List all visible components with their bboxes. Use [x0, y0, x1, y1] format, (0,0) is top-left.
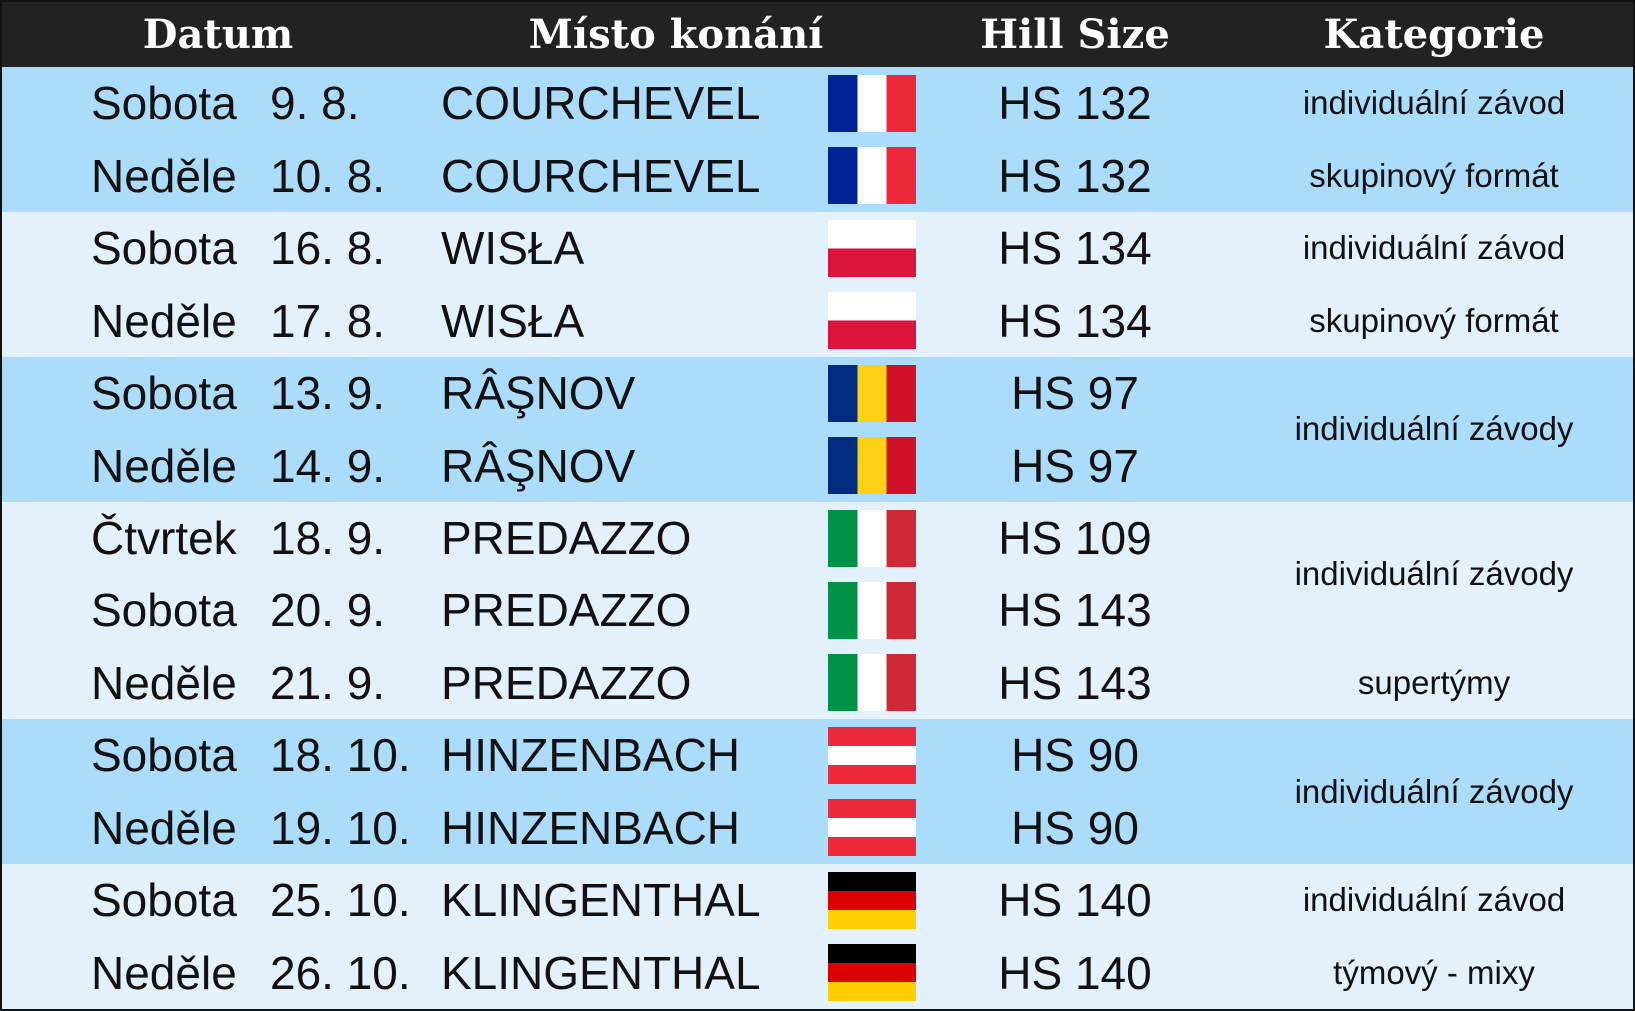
date: 17. 8. [270, 294, 386, 347]
venue: PREDAZZO [441, 512, 692, 564]
category: individuální závody [1294, 555, 1574, 593]
date: 13. 9. [270, 367, 386, 420]
row-group [2, 356, 1633, 502]
row-group [2, 501, 1633, 720]
category: skupinový formát [1309, 301, 1559, 339]
date: 20. 9. [270, 584, 386, 637]
venue: WISŁA [441, 222, 585, 275]
hill-size: HS 132 [998, 77, 1152, 130]
hill-size: HS 90 [1011, 729, 1139, 782]
date: 18. 10. [270, 729, 411, 782]
day: Sobota [91, 367, 237, 420]
date: 18. 9. [270, 512, 386, 564]
day: Sobota [91, 77, 237, 130]
flag [828, 581, 916, 639]
hill-size: HS 143 [998, 584, 1152, 637]
hill-size: HS 134 [998, 294, 1152, 347]
venue: PREDAZZO [441, 584, 692, 637]
row-group [2, 211, 1633, 357]
venue: RÂŞNOV [441, 439, 636, 492]
hill-size: HS 140 [998, 874, 1152, 927]
day: Neděle [91, 656, 237, 709]
venue: COURCHEVEL [441, 149, 761, 202]
day: Sobota [91, 874, 237, 927]
row-group [2, 719, 1633, 865]
hill-size: HS 97 [1011, 439, 1139, 492]
venue: PREDAZZO [441, 656, 692, 709]
category: supertýmy [1357, 663, 1511, 701]
hill-size: HS 90 [1011, 801, 1139, 854]
flag [828, 292, 916, 350]
header-cell: Hill Size [980, 11, 1170, 58]
date: 10. 8. [270, 149, 386, 202]
flag [828, 219, 916, 277]
category: skupinový formát [1309, 156, 1559, 194]
row-group [2, 67, 1633, 212]
hill-size: HS 132 [998, 149, 1152, 202]
day: Neděle [91, 294, 237, 347]
date: 21. 9. [270, 656, 386, 709]
flag [828, 364, 916, 422]
category: týmový - mixy [1333, 953, 1535, 991]
flag [828, 147, 916, 205]
venue: HINZENBACH [441, 729, 741, 782]
date: 26. 10. [270, 946, 411, 999]
hill-size: HS 97 [1011, 367, 1139, 420]
flag [828, 509, 916, 567]
category: individuální závod [1302, 84, 1566, 122]
day: Sobota [91, 729, 237, 782]
day: Neděle [91, 149, 237, 202]
flag [828, 437, 916, 495]
hill-size: HS 143 [998, 656, 1152, 709]
date: 19. 10. [270, 801, 411, 854]
flag [828, 799, 916, 857]
date: 16. 8. [270, 222, 386, 275]
category: individuální závody [1294, 772, 1574, 810]
flag [828, 871, 916, 929]
date: 14. 9. [270, 439, 386, 492]
hill-size: HS 140 [998, 946, 1152, 999]
venue: HINZENBACH [441, 801, 741, 854]
flag [828, 74, 916, 132]
category: individuální závod [1302, 229, 1566, 267]
day: Neděle [91, 946, 237, 999]
day: Neděle [91, 439, 237, 492]
day: Neděle [91, 801, 237, 854]
date: 9. 8. [270, 77, 360, 130]
day: Sobota [91, 222, 237, 275]
venue: RÂŞNOV [441, 367, 636, 420]
flag [828, 726, 916, 784]
venue: COURCHEVEL [441, 77, 761, 130]
category: individuální závody [1294, 410, 1574, 448]
venue: WISŁA [441, 294, 585, 347]
date: 25. 10. [270, 874, 411, 927]
category: individuální závod [1302, 881, 1566, 919]
flag [828, 944, 916, 1002]
venue: KLINGENTHAL [441, 946, 761, 999]
hill-size: HS 134 [998, 222, 1152, 275]
header-cell: Datum [142, 11, 294, 58]
day: Sobota [91, 584, 237, 637]
hill-size: HS 109 [998, 512, 1152, 564]
row-group [2, 864, 1633, 1009]
venue: KLINGENTHAL [441, 874, 761, 927]
header-cell: Místo konání [528, 11, 824, 58]
header-bar [2, 2, 1633, 67]
flag [828, 654, 916, 712]
day: Čtvrtek [91, 512, 237, 564]
header-cell: Kategorie [1323, 11, 1545, 58]
